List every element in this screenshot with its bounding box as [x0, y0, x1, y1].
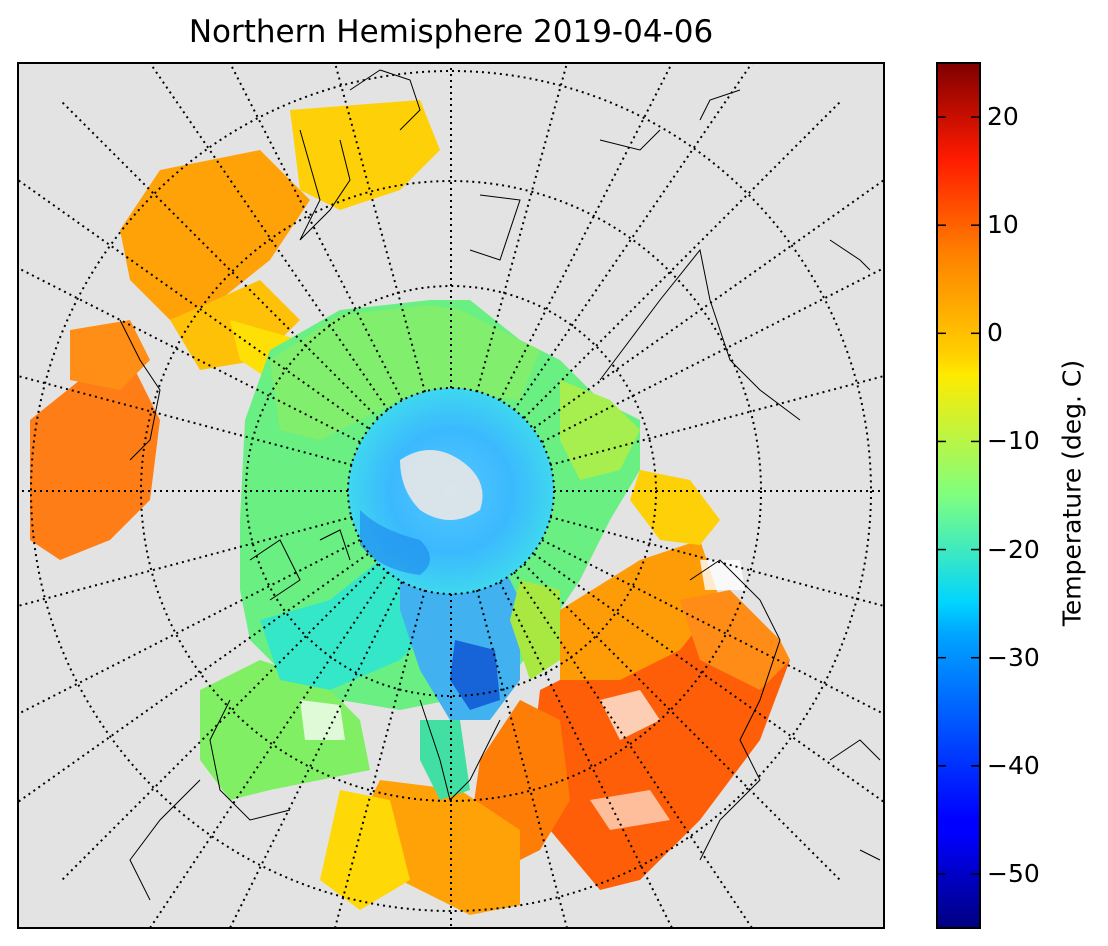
map-area — [18, 63, 884, 928]
colorbar-tick-label: 20 — [987, 102, 1019, 132]
colorbar-ticks — [937, 116, 980, 875]
graticule — [18, 63, 884, 928]
temperature-field — [30, 100, 790, 915]
chart-title: Northern Hemisphere 2019-04-06 — [188, 14, 714, 50]
map-frame — [17, 62, 885, 929]
colorbar-frame — [936, 62, 981, 929]
colorbar-tick-label: 10 — [987, 210, 1019, 240]
colorbar-tick-label: −20 — [987, 534, 1040, 564]
colorbar-tick-label: 0 — [987, 318, 1003, 348]
colorbar-tick-label: −40 — [987, 750, 1040, 780]
colorbar-tick-label: −10 — [987, 426, 1040, 456]
colorbar-tick-label: −30 — [987, 642, 1040, 672]
colorbar-tick-label: −50 — [987, 858, 1040, 888]
colorbar-label: Temperature (deg. C) — [1057, 359, 1087, 627]
colorbar — [937, 63, 980, 928]
